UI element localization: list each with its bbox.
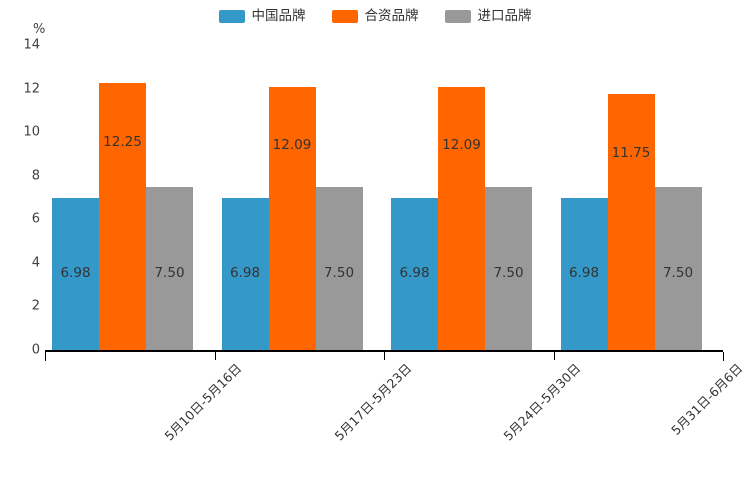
y-axis-tick-label: 4 <box>31 255 40 271</box>
bar-value-label: 7.50 <box>323 264 355 281</box>
x-axis-category-label: 5月24日-5月30日 <box>500 360 584 444</box>
bar[interactable]: 7.50 <box>485 186 532 350</box>
chart-legend: 中国品牌 合资品牌 进口品牌 <box>0 8 750 24</box>
x-axis-category-label: 5月10日-5月16日 <box>161 360 245 444</box>
legend-swatch-icon <box>218 10 245 24</box>
bar[interactable]: 6.98 <box>221 197 269 350</box>
bar[interactable]: 7.50 <box>315 186 363 350</box>
bar[interactable]: 7.50 <box>654 186 702 350</box>
legend-item[interactable]: 合资品牌 <box>331 8 419 24</box>
bar[interactable]: 12.25 <box>99 83 146 350</box>
y-axis-tick-labels: 14 12 10 8 6 4 2 0 <box>0 0 40 500</box>
bar[interactable]: 11.75 <box>607 94 655 350</box>
x-axis-line <box>45 350 723 352</box>
x-axis-category-label: 5月31日-6月6日 <box>667 360 746 438</box>
x-axis-tick <box>45 352 46 361</box>
legend-item-label: 进口品牌 <box>477 8 532 24</box>
legend-item-label: 合资品牌 <box>364 8 419 24</box>
y-axis-tick-label: 8 <box>31 168 40 184</box>
bar[interactable]: 6.98 <box>391 197 438 350</box>
legend-swatch-icon <box>331 10 358 24</box>
y-axis-tick-label: 12 <box>23 81 40 97</box>
legend-item[interactable]: 中国品牌 <box>218 8 306 24</box>
y-axis-unit-label: % <box>33 22 46 37</box>
bar[interactable]: 6.98 <box>52 197 99 350</box>
x-axis-tick <box>214 352 216 360</box>
y-axis-tick-label: 14 <box>23 37 40 53</box>
y-axis-tick-label: 2 <box>31 298 40 314</box>
bar[interactable]: 12.09 <box>438 86 485 350</box>
bar[interactable]: 6.98 <box>560 197 608 350</box>
bar-value-label: 12.09 <box>272 137 312 154</box>
bar-value-label: 6.98 <box>229 264 261 281</box>
bar-value-label: 6.98 <box>399 264 430 281</box>
y-axis-tick-label: 0 <box>31 342 40 358</box>
bar-value-label: 7.50 <box>662 264 694 281</box>
bar[interactable]: 7.50 <box>146 186 193 350</box>
bar-value-label: 6.98 <box>60 264 91 281</box>
legend-item[interactable]: 进口品牌 <box>444 8 532 24</box>
x-axis-tick <box>723 352 724 361</box>
x-axis-tick <box>384 352 385 360</box>
bar-value-label: 11.75 <box>611 144 651 161</box>
bar-value-label: 7.50 <box>154 264 185 281</box>
plot-area: 6.98 12.25 7.50 6.98 12.09 7.50 6.98 12.09 7.50 6… <box>45 45 723 350</box>
bar-value-label: 12.25 <box>103 133 142 150</box>
legend-item-label: 中国品牌 <box>251 8 306 24</box>
legend-swatch-icon <box>444 10 471 24</box>
bar-value-label: 7.50 <box>493 264 524 281</box>
bar-value-label: 12.09 <box>442 137 481 154</box>
y-axis-tick-label: 6 <box>31 211 40 227</box>
x-axis-category-label: 5月17日-5月23日 <box>331 360 415 444</box>
y-axis-tick-label: 10 <box>23 124 40 140</box>
bar[interactable]: 12.09 <box>268 86 316 350</box>
bar-value-label: 6.98 <box>568 264 600 281</box>
x-axis-tick <box>553 352 555 360</box>
